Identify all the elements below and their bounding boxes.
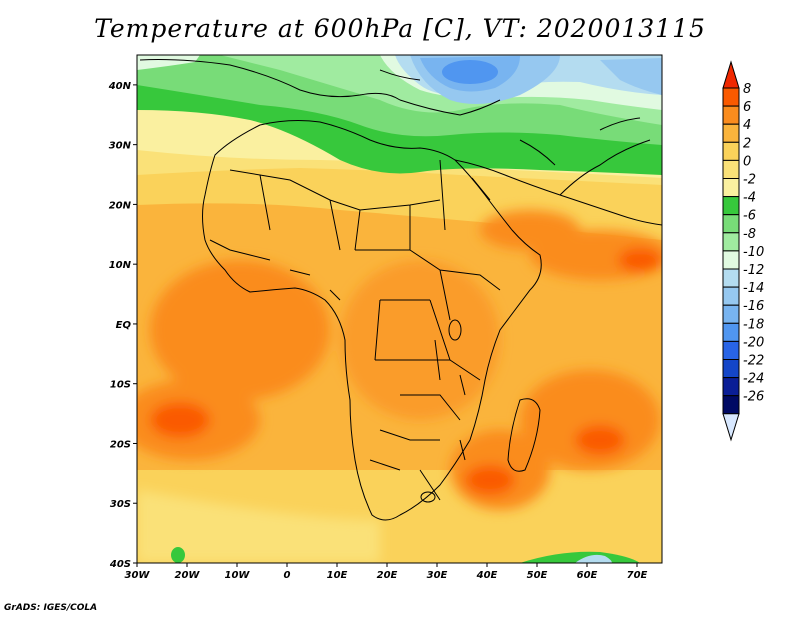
map-frame bbox=[136, 54, 663, 564]
colorbar-swatch bbox=[722, 159, 740, 179]
colorbar-level-label: -14 bbox=[743, 281, 764, 296]
colorbar-bottom-arrow bbox=[722, 413, 740, 442]
colorbar-level-label: -22 bbox=[743, 354, 764, 369]
lon-tick-label: 20E bbox=[377, 570, 398, 581]
colorbar-swatch bbox=[722, 340, 740, 360]
colorbar: 8 6 4 2 0 -2 -4 -6 -8 -10 -12 -14 -16 -18 -20 -22 -24 -26 bbox=[722, 60, 764, 442]
colorbar-swatch bbox=[722, 214, 740, 234]
colorbar-level-label: -12 bbox=[743, 263, 764, 278]
lat-tick-label: 30S bbox=[110, 499, 131, 510]
colorbar-swatch bbox=[722, 304, 740, 324]
axis-ticks: 30W 20W 10W 0 10E 20E 30E 40E 50E 60E 70E 40N 30N 20N… bbox=[108, 81, 648, 581]
colorbar-swatch bbox=[722, 123, 740, 143]
colorbar-swatch bbox=[722, 178, 740, 198]
lon-tick-label: 50E bbox=[527, 570, 548, 581]
colorbar-swatch bbox=[722, 377, 740, 397]
lon-tick-label: 70E bbox=[627, 570, 648, 581]
colorbar-top-arrow bbox=[722, 60, 740, 89]
colorbar-swatch bbox=[722, 268, 740, 288]
lon-tick-label: 10E bbox=[327, 570, 348, 581]
colorbar-swatch bbox=[722, 105, 740, 125]
colorbar-level-label: -10 bbox=[743, 245, 764, 260]
colorbar-swatch bbox=[722, 141, 740, 161]
lat-tick-label: 20N bbox=[109, 200, 132, 211]
lon-tick-label: 40E bbox=[476, 570, 498, 581]
lat-tick-label: 10S bbox=[110, 380, 131, 391]
colorbar-level-label: 6 bbox=[743, 100, 751, 115]
colorbar-level-label: -18 bbox=[743, 317, 764, 332]
colorbar-swatch bbox=[722, 286, 740, 306]
lat-tick-label: 30N bbox=[109, 141, 132, 152]
colorbar-level-label: -2 bbox=[743, 173, 756, 188]
colorbar-swatch bbox=[722, 395, 740, 415]
colorbar-level-label: 0 bbox=[743, 154, 751, 169]
lon-tick-label: 30W bbox=[125, 570, 151, 581]
lat-tick-label: 10N bbox=[109, 260, 132, 271]
colorbar-level-label: -20 bbox=[743, 335, 764, 350]
colorbar-swatch bbox=[722, 359, 740, 379]
colorbar-swatch bbox=[722, 196, 740, 216]
lat-tick-label: 20S bbox=[110, 439, 131, 450]
colorbar-level-label: 4 bbox=[743, 118, 751, 133]
footer-credit: GrADS: IGES/COLA bbox=[4, 603, 98, 613]
colorbar-level-label: -6 bbox=[743, 209, 756, 224]
lon-tick-label: 20W bbox=[175, 570, 201, 581]
colorbar-level-label: -8 bbox=[743, 227, 756, 242]
lon-tick-label: 60E bbox=[577, 570, 598, 581]
colorbar-level-label: -4 bbox=[743, 191, 756, 206]
coastlines bbox=[139, 59, 662, 521]
colorbar-swatch bbox=[722, 322, 740, 342]
lat-tick-label: 40S bbox=[109, 559, 131, 570]
colorbar-level-label: -26 bbox=[743, 390, 764, 405]
colorbar-level-label: 8 bbox=[743, 82, 751, 97]
lat-tick-label: 40N bbox=[108, 81, 132, 92]
colorbar-swatch bbox=[722, 87, 740, 107]
colorbar-level-label: 2 bbox=[743, 136, 751, 151]
lon-tick-label: 30E bbox=[427, 570, 448, 581]
colorbar-swatch bbox=[722, 250, 740, 270]
colorbar-level-label: -24 bbox=[743, 372, 764, 387]
map-title: Temperature at 600hPa [C], VT: 202001311… bbox=[94, 14, 706, 43]
colorbar-swatch bbox=[722, 232, 740, 252]
lon-tick-label: 10W bbox=[225, 570, 251, 581]
lon-tick-label: 0 bbox=[284, 570, 291, 581]
temperature-field bbox=[137, 55, 662, 563]
lat-tick-label: EQ bbox=[116, 320, 132, 331]
colorbar-level-label: -16 bbox=[743, 299, 764, 314]
